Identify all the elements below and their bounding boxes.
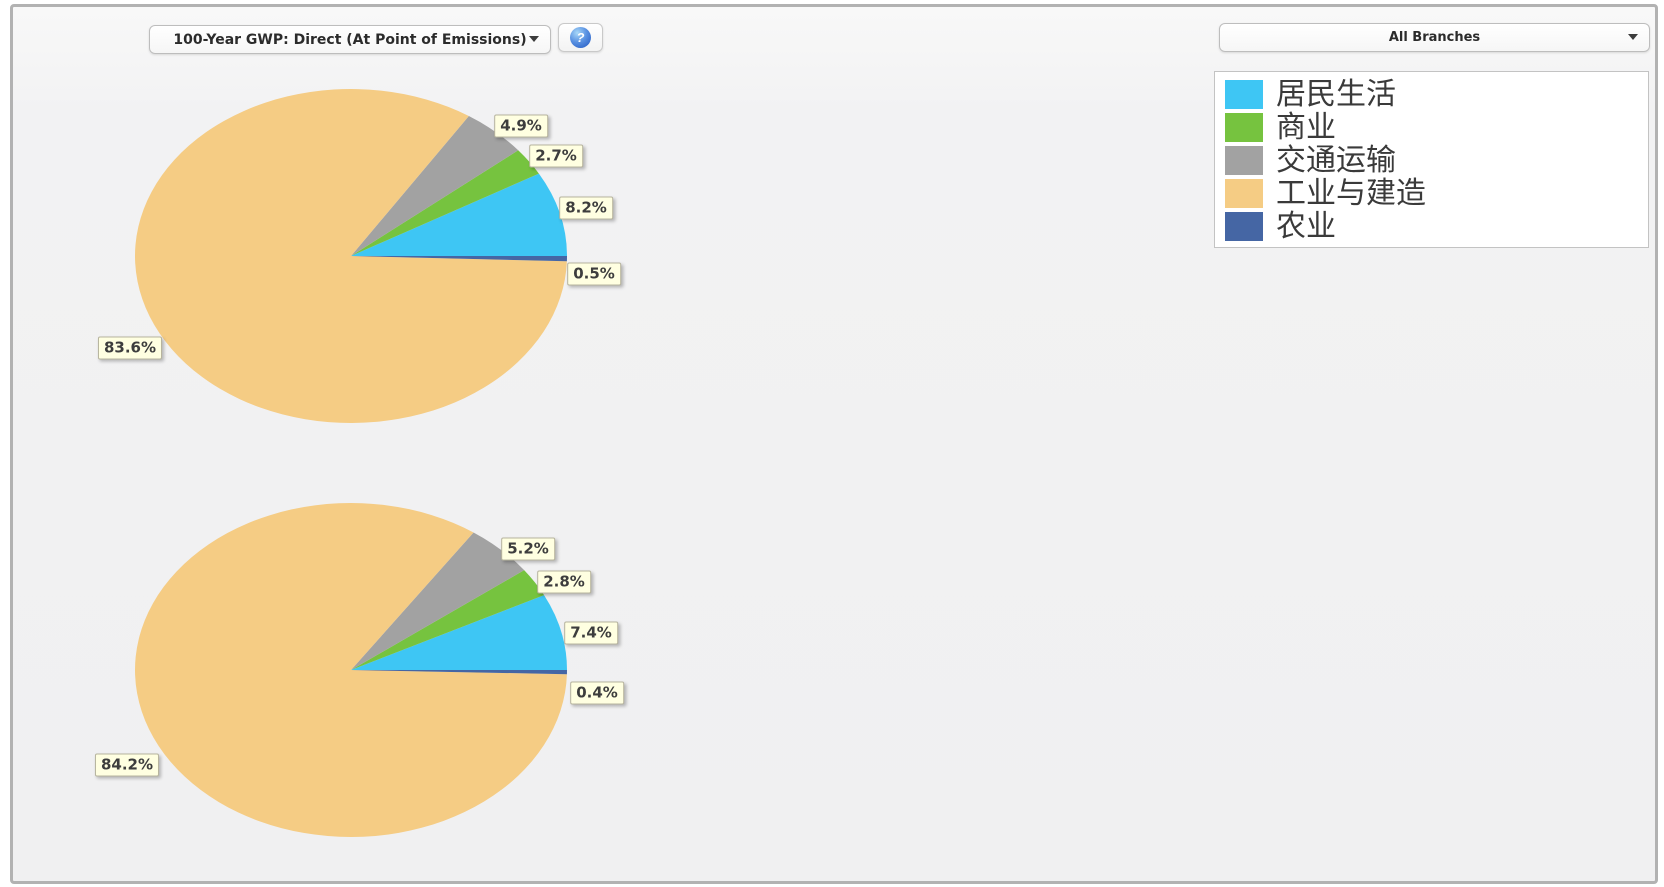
legend-label-industry: 工业与建造 xyxy=(1276,176,1426,211)
legend: 居民生活 商业 交通运输 工业与建造 农业 xyxy=(1214,71,1649,248)
legend-label-agriculture: 农业 xyxy=(1276,209,1336,244)
pie-top-label-transport: 4.9% xyxy=(494,114,548,138)
results-chart-panel: 100-Year GWP: Direct (At Point of Emissi… xyxy=(10,4,1658,884)
legend-swatch-commercial xyxy=(1225,113,1263,142)
pie-chart-bottom xyxy=(135,503,567,837)
pie-top-slice-residential[interactable] xyxy=(351,173,567,256)
pie-top-label-commercial: 2.7% xyxy=(529,144,583,168)
legend-item-residential[interactable]: 居民生活 xyxy=(1225,77,1648,112)
pie-bottom-slice-residential[interactable] xyxy=(351,595,567,670)
legend-swatch-transport xyxy=(1225,146,1263,175)
chevron-down-icon xyxy=(529,36,539,42)
pie-bottom-label-agriculture: 0.4% xyxy=(570,681,624,705)
legend-label-commercial: 商业 xyxy=(1276,110,1336,145)
pie-bottom-slice-transport[interactable] xyxy=(351,532,525,670)
pie-top-slice-agriculture[interactable] xyxy=(351,256,567,262)
branches-selector-dropdown[interactable]: All Branches xyxy=(1219,23,1650,52)
legend-item-commercial[interactable]: 商业 xyxy=(1225,110,1648,145)
legend-swatch-agriculture xyxy=(1225,212,1263,241)
legend-item-agriculture[interactable]: 农业 xyxy=(1225,209,1648,244)
chevron-down-icon xyxy=(1628,34,1638,40)
legend-swatch-industry xyxy=(1225,179,1263,208)
pie-top-slice-commercial[interactable] xyxy=(351,150,539,256)
legend-swatch-residential xyxy=(1225,80,1263,109)
help-button[interactable]: ? xyxy=(558,23,603,52)
branches-selector-value: All Branches xyxy=(1388,30,1481,45)
pie-top-label-industry: 83.6% xyxy=(97,336,163,360)
gwp-selector-dropdown[interactable]: 100-Year GWP: Direct (At Point of Emissi… xyxy=(149,25,551,54)
pie-bottom-label-transport: 5.2% xyxy=(501,537,555,561)
help-icon: ? xyxy=(570,27,591,48)
pie-bottom-label-commercial: 2.8% xyxy=(537,570,591,594)
legend-item-industry[interactable]: 工业与建造 xyxy=(1225,176,1648,211)
legend-label-residential: 居民生活 xyxy=(1276,77,1396,112)
pie-bottom-label-residential: 7.4% xyxy=(564,621,618,645)
pie-top-label-agriculture: 0.5% xyxy=(567,262,621,286)
pie-top-slice-industry[interactable] xyxy=(135,89,567,423)
pie-bottom-slice-industry[interactable] xyxy=(135,503,567,837)
pie-top-label-residential: 8.2% xyxy=(559,196,613,220)
legend-label-transport: 交通运输 xyxy=(1276,143,1396,178)
gwp-selector-value: 100-Year GWP: Direct (At Point of Emissi… xyxy=(173,31,527,48)
pie-chart-top xyxy=(135,89,567,423)
pie-top-slice-transport[interactable] xyxy=(351,116,519,256)
pie-bottom-label-industry: 84.2% xyxy=(94,753,160,777)
pie-bottom-slice-commercial[interactable] xyxy=(351,570,545,670)
legend-item-transport[interactable]: 交通运输 xyxy=(1225,143,1648,178)
pie-bottom-slice-agriculture[interactable] xyxy=(351,670,567,675)
